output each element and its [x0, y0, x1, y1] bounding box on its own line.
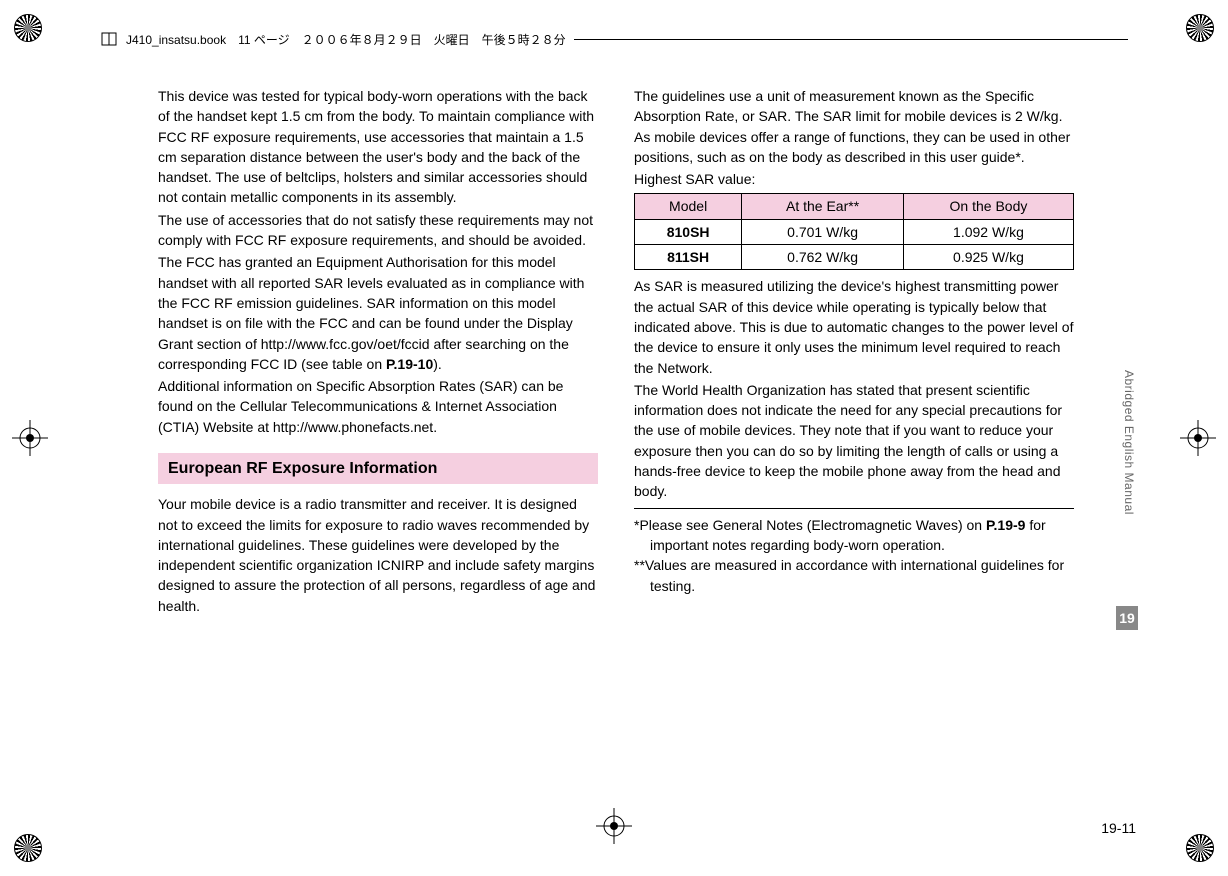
- body-text: The World Health Organization has stated…: [634, 380, 1074, 502]
- table-row: 810SH 0.701 W/kg 1.092 W/kg: [635, 219, 1074, 244]
- table-cell: 0.701 W/kg: [742, 219, 904, 244]
- page-content: This device was tested for typical body-…: [158, 86, 1088, 806]
- section-label: Abridged English Manual: [1122, 370, 1136, 515]
- crop-mark: [8, 8, 48, 48]
- table-cell: 0.762 W/kg: [742, 245, 904, 270]
- footnote: *Please see General Notes (Electromagnet…: [634, 515, 1074, 556]
- body-text: This device was tested for typical body-…: [158, 86, 598, 208]
- table-row: 811SH 0.762 W/kg 0.925 W/kg: [635, 245, 1074, 270]
- crop-mark: [1180, 8, 1220, 48]
- body-text: The FCC has granted an Equipment Authori…: [158, 254, 584, 371]
- footnote-text: *Please see General Notes (Electromagnet…: [634, 517, 986, 533]
- book-icon: [100, 30, 118, 48]
- body-text: The use of accessories that do not satis…: [158, 210, 598, 251]
- body-text: The guidelines use a unit of measurement…: [634, 86, 1074, 167]
- table-header: Model: [635, 194, 742, 219]
- page-number: 19-11: [1101, 820, 1136, 836]
- table-header: At the Ear**: [742, 194, 904, 219]
- footnote: **Values are measured in accordance with…: [634, 555, 1074, 596]
- page-reference: P.19-9: [986, 517, 1025, 533]
- body-text: As SAR is measured utilizing the device'…: [634, 276, 1074, 377]
- table-header: On the Body: [903, 194, 1073, 219]
- left-column: This device was tested for typical body-…: [158, 86, 598, 806]
- right-column: The guidelines use a unit of measurement…: [634, 86, 1074, 806]
- registration-mark: [596, 808, 632, 844]
- body-text: Highest SAR value:: [634, 169, 1074, 189]
- crop-mark: [1180, 828, 1220, 868]
- table-cell: 1.092 W/kg: [903, 219, 1073, 244]
- section-heading: European RF Exposure Information: [158, 453, 598, 484]
- table-cell: 0.925 W/kg: [903, 245, 1073, 270]
- body-text: Additional information on Specific Absor…: [158, 376, 598, 437]
- page-reference: P.19-10: [386, 356, 433, 372]
- registration-mark: [1180, 420, 1216, 456]
- sar-table: Model At the Ear** On the Body 810SH 0.7…: [634, 193, 1074, 270]
- chapter-number: 19: [1116, 606, 1138, 630]
- body-text: The FCC has granted an Equipment Authori…: [158, 252, 598, 374]
- table-cell: 810SH: [635, 219, 742, 244]
- registration-mark: [12, 420, 48, 456]
- body-text: ).: [433, 356, 442, 372]
- table-cell: 811SH: [635, 245, 742, 270]
- body-text: Your mobile device is a radio transmitte…: [158, 494, 598, 616]
- print-header: J410_insatsu.book 11 ページ ２００６年８月２９日 火曜日 …: [100, 30, 1128, 48]
- divider: [634, 508, 1074, 509]
- header-filename: J410_insatsu.book 11 ページ ２００６年８月２９日 火曜日 …: [126, 31, 566, 48]
- crop-mark: [8, 828, 48, 868]
- side-tab: Abridged English Manual 19: [1116, 130, 1138, 680]
